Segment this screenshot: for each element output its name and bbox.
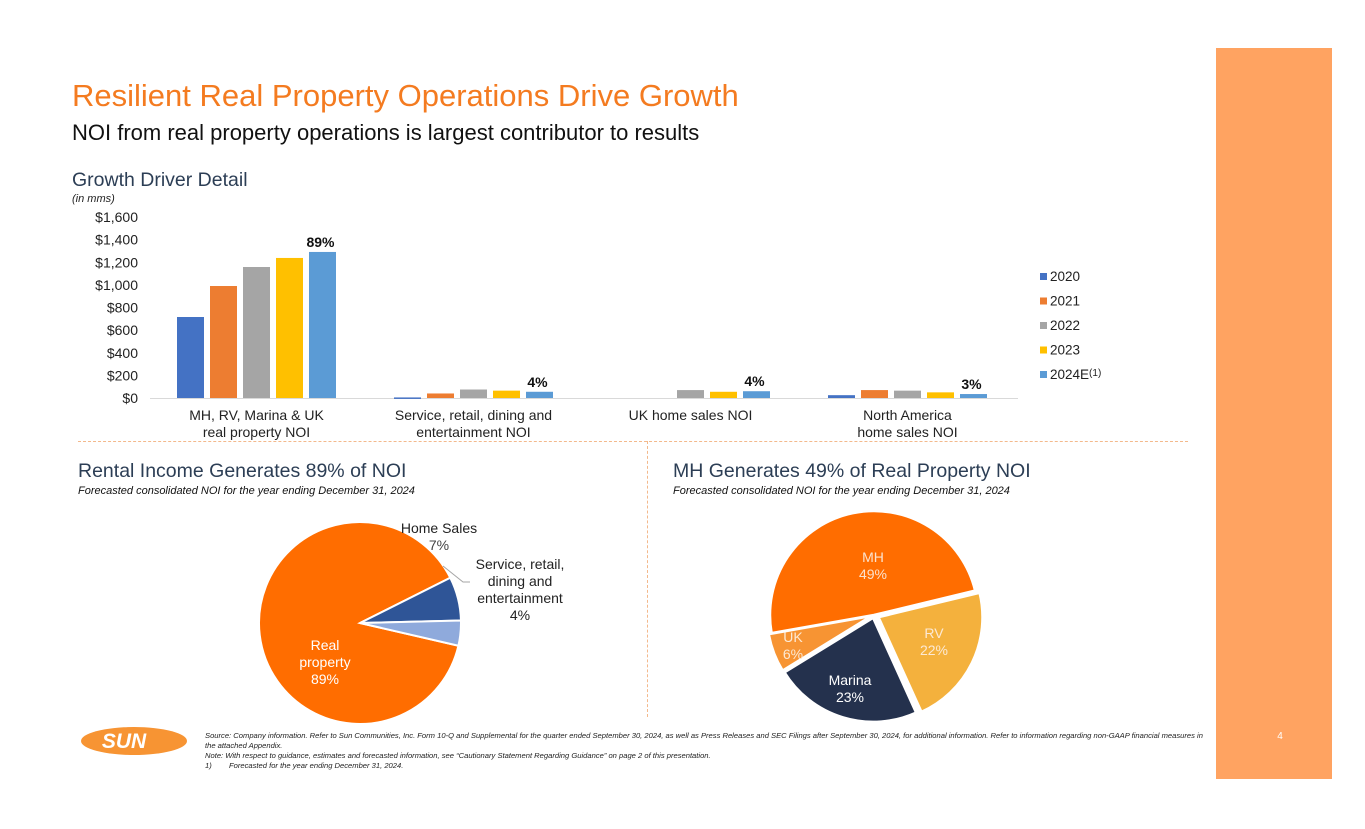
bar-annotation: 4% xyxy=(527,374,548,390)
y-tick-label: $1,200 xyxy=(95,254,138,270)
bar-2023 xyxy=(493,390,520,398)
pie-slice-mh xyxy=(768,509,977,635)
pie-label: UK xyxy=(783,629,803,645)
bar-2020 xyxy=(177,317,204,398)
bar-2023 xyxy=(710,391,737,398)
mh-share-subtitle: Forecasted consolidated NOI for the year… xyxy=(673,485,1010,497)
footnotes: Source: Company information. Refer to Su… xyxy=(205,731,1205,771)
pie-slice-uk xyxy=(767,614,872,673)
legend-label: 2023 xyxy=(1050,343,1080,358)
footnote-source: Source: Company information. Refer to Su… xyxy=(205,731,1203,750)
y-tick-label: $1,400 xyxy=(95,232,138,248)
x-category-label: UK home sales NOI xyxy=(629,407,753,423)
pie-label: 23% xyxy=(836,689,864,705)
bar-annotation: 3% xyxy=(961,376,982,392)
pie-label: dining and xyxy=(488,573,553,589)
legend-swatch-2022 xyxy=(1040,322,1047,329)
sun-logo: SUN xyxy=(81,727,187,755)
y-tick-label: $200 xyxy=(107,367,138,383)
bar-2022 xyxy=(243,267,270,398)
bar-2020 xyxy=(828,395,855,398)
bar-annotation: 89% xyxy=(306,234,335,250)
x-category-label: North America xyxy=(863,407,952,423)
pie-label: RV xyxy=(924,625,944,641)
pie-slice-marina xyxy=(782,616,918,724)
legend-swatch-2020 xyxy=(1040,273,1047,280)
bar-2024e xyxy=(960,394,987,398)
logo-ellipse xyxy=(81,727,187,755)
legend-label: 2021 xyxy=(1050,294,1080,309)
bar-2021 xyxy=(427,393,454,398)
rental-income-subtitle: Forecasted consolidated NOI for the year… xyxy=(78,485,415,497)
growth-chart-units: (in mms) xyxy=(72,193,115,205)
pie-label: MH xyxy=(862,549,884,565)
growth-chart-title: Growth Driver Detail xyxy=(72,169,248,191)
pie-slice-rv xyxy=(876,591,984,714)
legend-swatch-2024e xyxy=(1040,371,1047,378)
pie-label: 49% xyxy=(859,566,887,582)
bar-2021 xyxy=(210,286,237,398)
footnote-item: 1) Forecasted for the year ending Decembe… xyxy=(205,761,1205,771)
pie-label: Marina xyxy=(829,672,872,688)
bar-2022 xyxy=(460,389,487,398)
pie-label: Real xyxy=(311,637,340,653)
y-tick-label: $0 xyxy=(122,390,138,406)
orange-sidebar xyxy=(1216,48,1332,779)
legend-label: 2024E(1) xyxy=(1050,367,1101,382)
slide-subtitle: NOI from real property operations is lar… xyxy=(72,120,700,145)
slide-title: Resilient Real Property Operations Drive… xyxy=(72,78,739,113)
pie-label: 7% xyxy=(429,537,449,553)
x-category-label: home sales NOI xyxy=(857,424,957,440)
pie-label: entertainment xyxy=(477,590,563,606)
pie-label: Service, retail, xyxy=(476,556,565,572)
y-tick-label: $400 xyxy=(107,345,138,361)
x-category-label: real property NOI xyxy=(203,424,310,440)
bar-2022 xyxy=(677,390,704,398)
bar-2022 xyxy=(894,390,921,398)
bar-2023 xyxy=(927,392,954,398)
legend-label: 2022 xyxy=(1050,318,1080,333)
horizontal-divider xyxy=(78,441,1188,442)
footnote-note: Note: With respect to guidance, estimate… xyxy=(205,751,711,760)
page-number: 4 xyxy=(1277,731,1283,742)
bar-2024e xyxy=(743,391,770,398)
pie-slice-real-property xyxy=(258,521,460,725)
logo-text: SUN xyxy=(102,730,147,753)
rental-income-title: Rental Income Generates 89% of NOI xyxy=(78,460,407,482)
legend-swatch-2021 xyxy=(1040,297,1047,305)
y-tick-label: $1,000 xyxy=(95,277,138,293)
pie-slice-service-retail-dining-and-entertainment xyxy=(359,619,462,647)
growth-bar-chart: $0 $200 $400 $600 $800 $1,000 $1,200 $1,400 $1,6… xyxy=(95,209,1101,440)
legend-label: 2020 xyxy=(1050,269,1080,284)
pie-label: 6% xyxy=(783,646,803,662)
legend-superscript: (1) xyxy=(1089,368,1101,379)
pie-label: 89% xyxy=(311,671,339,687)
vertical-divider xyxy=(647,441,648,717)
pie-label: Home Sales xyxy=(401,520,477,536)
bar-2020 xyxy=(394,397,421,399)
bar-2024e xyxy=(309,251,336,398)
x-category-label: MH, RV, Marina & UK xyxy=(189,407,324,423)
legend-swatch-2023 xyxy=(1040,346,1047,354)
bar-2023 xyxy=(276,257,303,398)
bar-2024e xyxy=(526,391,553,398)
footnote-number: 1) xyxy=(205,761,212,770)
bar-2021 xyxy=(861,390,888,398)
pie-label: 22% xyxy=(920,642,948,658)
pie-label: property xyxy=(299,654,350,670)
leader-line xyxy=(442,565,470,583)
y-tick-label: $800 xyxy=(107,300,138,316)
pie-label: 4% xyxy=(510,607,530,623)
y-tick-label: $600 xyxy=(107,322,138,338)
footnote-text: Forecasted for the year ending December … xyxy=(229,761,404,770)
bar-annotation: 4% xyxy=(744,373,765,389)
x-category-label: Service, retail, dining and xyxy=(395,407,552,423)
x-category-label: entertainment NOI xyxy=(416,424,530,440)
y-tick-label: $1,600 xyxy=(95,209,138,225)
mh-share-title: MH Generates 49% of Real Property NOI xyxy=(673,460,1031,482)
